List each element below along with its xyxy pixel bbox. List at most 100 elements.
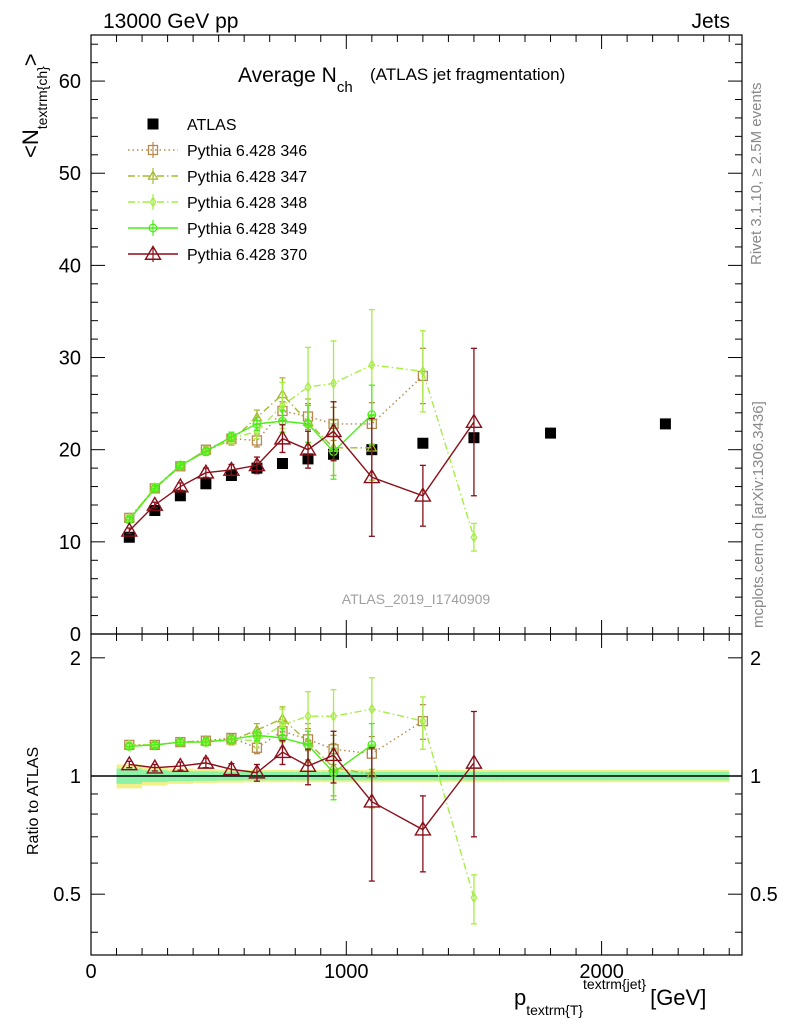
x-axis-label-sup: textrm{jet} [583,976,646,992]
data-point-marker [659,418,671,430]
rivet-label: Rivet 3.1.10, ≥ 2.5M events [748,83,765,266]
point-marker-diamond [330,377,337,390]
series-line-p347 [129,717,372,776]
legend-label: Pythia 6.428 348 [187,195,307,212]
chart-title-note: (ATLAS jet fragmentation) [370,65,565,84]
y-axis-label-end: > [18,53,43,66]
series-p346 [124,347,429,524]
axis-ticks: 0 10 20 30 40 50 60 0 1000 2000 0.5 0.5 1 1 2 2 [53,35,778,983]
y-tick-label-ratio-right: 2 [750,648,761,670]
point-marker-triangle-large [324,422,343,438]
x-axis-label: ptextrm{T}textrm{jet}[GeV] [514,976,706,1018]
data-point-marker [417,437,429,449]
y-tick-label-top: 20 [59,440,81,462]
legend-label: Pythia 6.428 347 [187,169,307,186]
point-marker-triangle [147,170,159,180]
point-marker-diamond [149,196,157,208]
y-tick-label-ratio-left: 1 [70,766,81,788]
point-marker-triangle-large [144,245,162,260]
x-tick-label: 0 [85,961,96,983]
header-left: 13000 GeV pp [103,10,238,33]
point-marker-triangle-large [197,463,215,479]
chart-title-main: Average N [238,64,337,87]
legend-item-p349: Pythia 6.428 349 [128,220,307,238]
point-marker-diamond [470,891,478,904]
x-tick-label: 1000 [324,961,369,983]
y-tick-label-top: 40 [59,255,81,277]
legend-item-p370: Pythia 6.428 370 [128,245,307,264]
point-marker-triangle-large [465,413,483,428]
y-axis-label-main: <N [18,129,43,158]
point-marker-triangle-large [248,456,266,472]
legend-item-p347: Pythia 6.428 347 [128,168,307,186]
data-point-marker [174,490,186,502]
point-marker-diamond [470,531,478,544]
point-marker-diamond [176,736,184,748]
point-marker-triangle-large [324,746,343,762]
point-marker-triangle-large [222,760,241,776]
y-axis-label-top: <Ntextrm{ch}> [18,53,50,158]
series-line-p349 [129,734,373,774]
point-marker-diamond [304,381,312,393]
point-marker-diamond [151,739,159,751]
point-marker-triangle-large [120,755,139,771]
point-marker-diamond [330,710,337,722]
series-line-p349 [128,414,373,521]
y-tick-label-top: 50 [59,163,81,185]
point-marker-triangle-large [363,468,381,484]
point-marker-triangle-large [299,440,317,456]
y-axis-label-ratio: Ratio to ATLAS [25,747,42,855]
series-p349 [124,384,377,525]
series-p370 [120,710,483,882]
legend-label: Pythia 6.428 349 [187,221,307,238]
point-marker-diamond [368,359,376,371]
point-marker-triangle-large [414,486,432,502]
x-axis-label-unit: [GeV] [650,985,706,1010]
point-marker-triangle-large [146,496,164,511]
y-axis-label-sub: textrm{ch} [34,66,50,129]
legend-item-data: ATLAS [147,117,237,134]
y-tick-label-ratio-right: 1 [750,766,761,788]
legend: ATLAS Pythia 6.428 346 Pythia 6.428 347 Pyt… [128,117,307,264]
point-marker-triangle-large [248,763,266,779]
chart-title: Average Nch [238,64,353,96]
analysis-watermark: ATLAS_2019_I1740909 [342,591,491,607]
x-axis-label-sub: textrm{T} [526,1002,583,1018]
chart-title-sub: ch [337,79,353,96]
point-marker-triangle-large [222,461,241,476]
point-marker-diamond [419,715,427,727]
y-tick-label-ratio-right: 0.5 [750,884,778,906]
point-marker-triangle-large [299,757,317,773]
y-tick-label-ratio-left: 2 [70,648,81,670]
main-plot-series [120,308,671,552]
x-axis-label-main: p [514,985,526,1010]
series-p348 [125,308,478,552]
header-right: Jets [691,10,730,33]
y-tick-label-top: 60 [59,71,81,93]
point-marker-triangle-large [414,820,432,836]
point-marker-diamond [368,703,376,715]
series-line-p346 [128,375,424,519]
data-point-marker [123,531,135,543]
x-tick-label: 2000 [579,961,624,983]
point-marker-diamond [419,365,427,378]
series-p348 [125,677,478,925]
data-point-marker [276,458,288,470]
ratio-plot-series [120,677,483,925]
point-marker-triangle-large [465,754,483,769]
point-marker-triangle-large [363,792,381,808]
mcplots-label: mcplots.cern.ch [arXiv:1306.3436] [750,401,767,628]
y-tick-label-top: 0 [70,624,81,646]
legend-item-p346: Pythia 6.428 346 [128,142,307,160]
point-marker-triangle-large [273,429,292,445]
point-marker-triangle-large [197,754,215,769]
legend-label: Pythia 6.428 346 [187,143,307,160]
point-marker-triangle-large [171,757,190,773]
legend-item-p348: Pythia 6.428 348 [128,194,307,212]
y-tick-label-ratio-left: 0.5 [53,884,81,906]
y-tick-label-top: 30 [59,348,81,370]
legend-label: Pythia 6.428 370 [187,247,307,264]
point-marker-triangle-large [146,758,164,774]
point-marker-triangle-large [120,521,139,537]
